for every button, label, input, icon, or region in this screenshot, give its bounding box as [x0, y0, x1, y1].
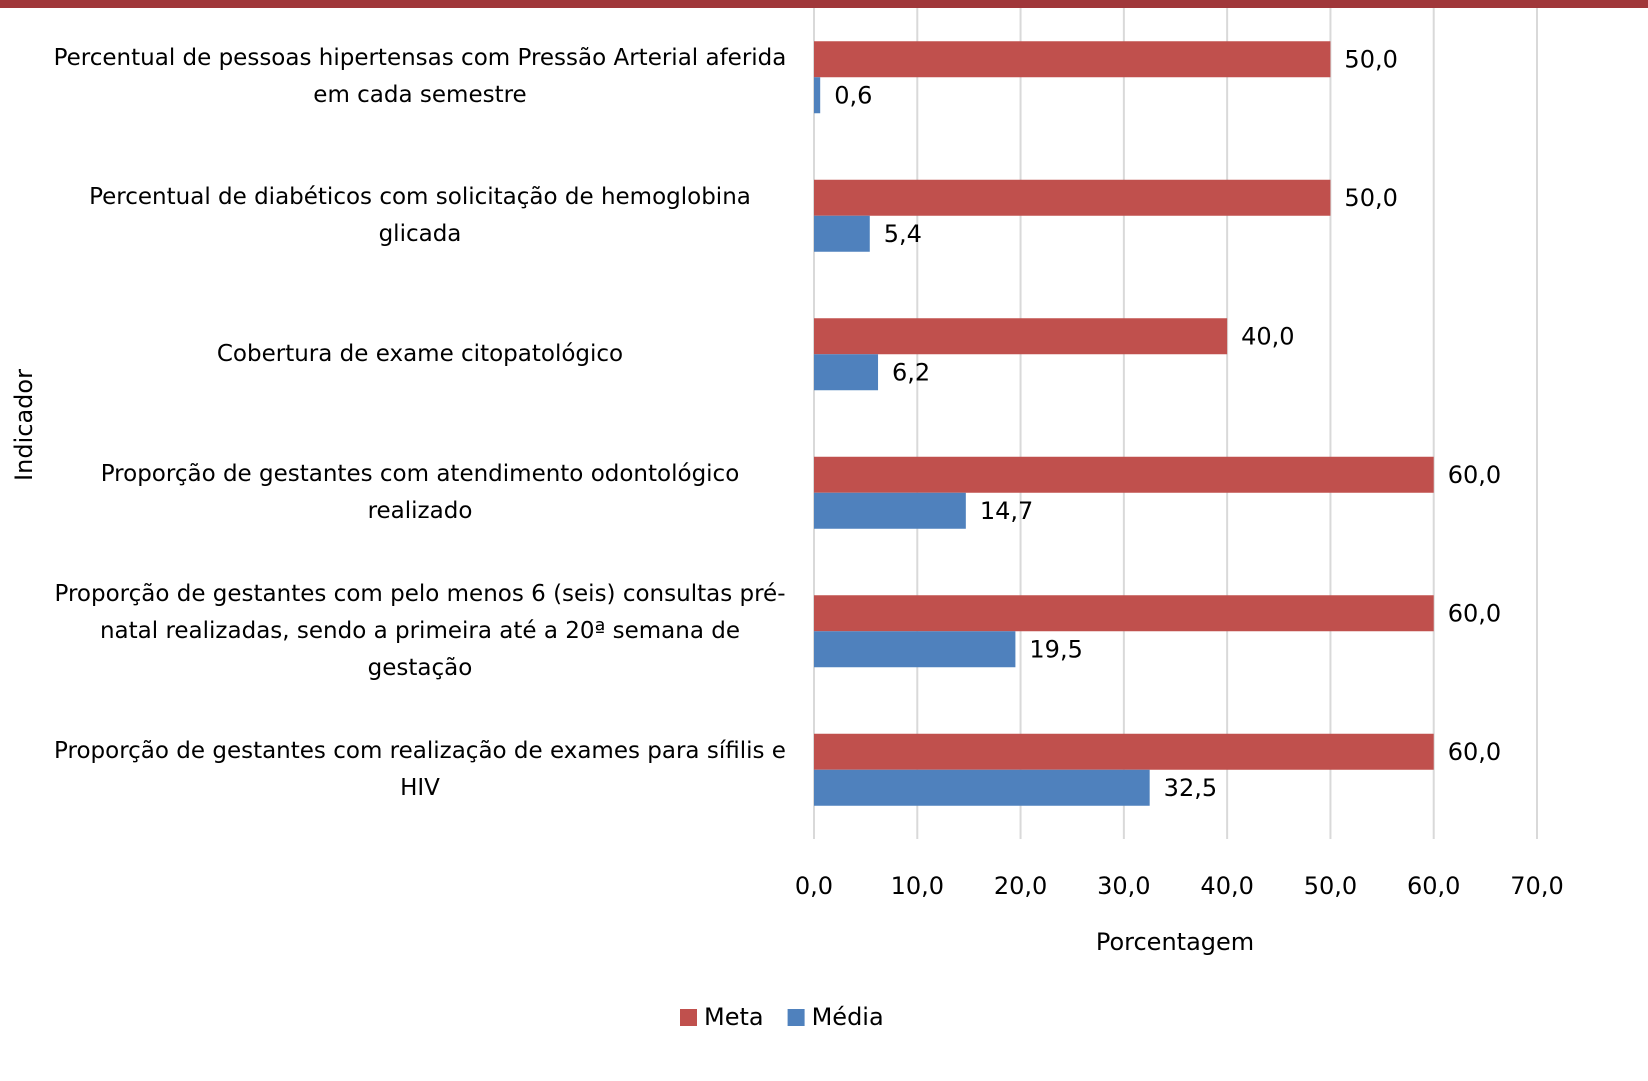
data-label: 6,2: [892, 358, 930, 386]
data-label: 40,0: [1241, 322, 1294, 350]
bar: [814, 215, 870, 252]
x-tick-label: 70,0: [1510, 872, 1563, 900]
y-tick-label: Cobertura de exame citopatológico: [216, 340, 624, 367]
data-label: 19,5: [1029, 635, 1082, 663]
bar: [814, 179, 1331, 216]
data-label: 60,0: [1448, 461, 1501, 489]
legend-swatch: [680, 1009, 697, 1026]
legend-label: Média: [812, 1003, 884, 1031]
data-label: 50,0: [1344, 184, 1397, 212]
y-tick-label: Proporção de gestantes com realização de…: [54, 737, 786, 801]
bar: [814, 456, 1434, 493]
y-tick-label: Proporção de gestantes com pelo menos 6 …: [54, 580, 786, 681]
data-label: 60,0: [1448, 738, 1501, 766]
bar: [814, 77, 821, 114]
bar: [814, 595, 1434, 632]
legend-label: Meta: [704, 1003, 764, 1031]
data-label: 60,0: [1448, 599, 1501, 627]
x-tick-label: 30,0: [1097, 872, 1150, 900]
data-label: 5,4: [884, 220, 922, 248]
x-tick-label: 20,0: [994, 872, 1047, 900]
bar: [814, 631, 1016, 668]
x-axis-title: Porcentagem: [1096, 928, 1254, 956]
bar: [814, 354, 879, 391]
x-tick-label: 10,0: [891, 872, 944, 900]
bar: [814, 733, 1434, 770]
legend-swatch: [787, 1009, 805, 1026]
x-tick-label: 60,0: [1407, 872, 1460, 900]
bar: [814, 492, 966, 529]
y-tick-label: Percentual de diabéticos com solicitação…: [89, 183, 751, 247]
bar: [814, 318, 1228, 355]
x-tick-label: 0,0: [795, 872, 833, 900]
bar: [814, 41, 1331, 78]
top-stripe: [0, 0, 1648, 8]
y-tick-label: Proporção de gestantes com atendimento o…: [100, 460, 740, 524]
x-tick-label: 50,0: [1304, 872, 1357, 900]
data-label: 50,0: [1344, 45, 1397, 73]
bar: [814, 769, 1150, 806]
data-label: 14,7: [980, 497, 1033, 525]
data-label: 0,6: [834, 81, 872, 109]
x-tick-label: 40,0: [1200, 872, 1253, 900]
y-axis-title: Indicador: [10, 369, 38, 481]
y-tick-label: Percentual de pessoas hipertensas com Pr…: [53, 45, 787, 108]
data-label: 32,5: [1164, 774, 1217, 802]
